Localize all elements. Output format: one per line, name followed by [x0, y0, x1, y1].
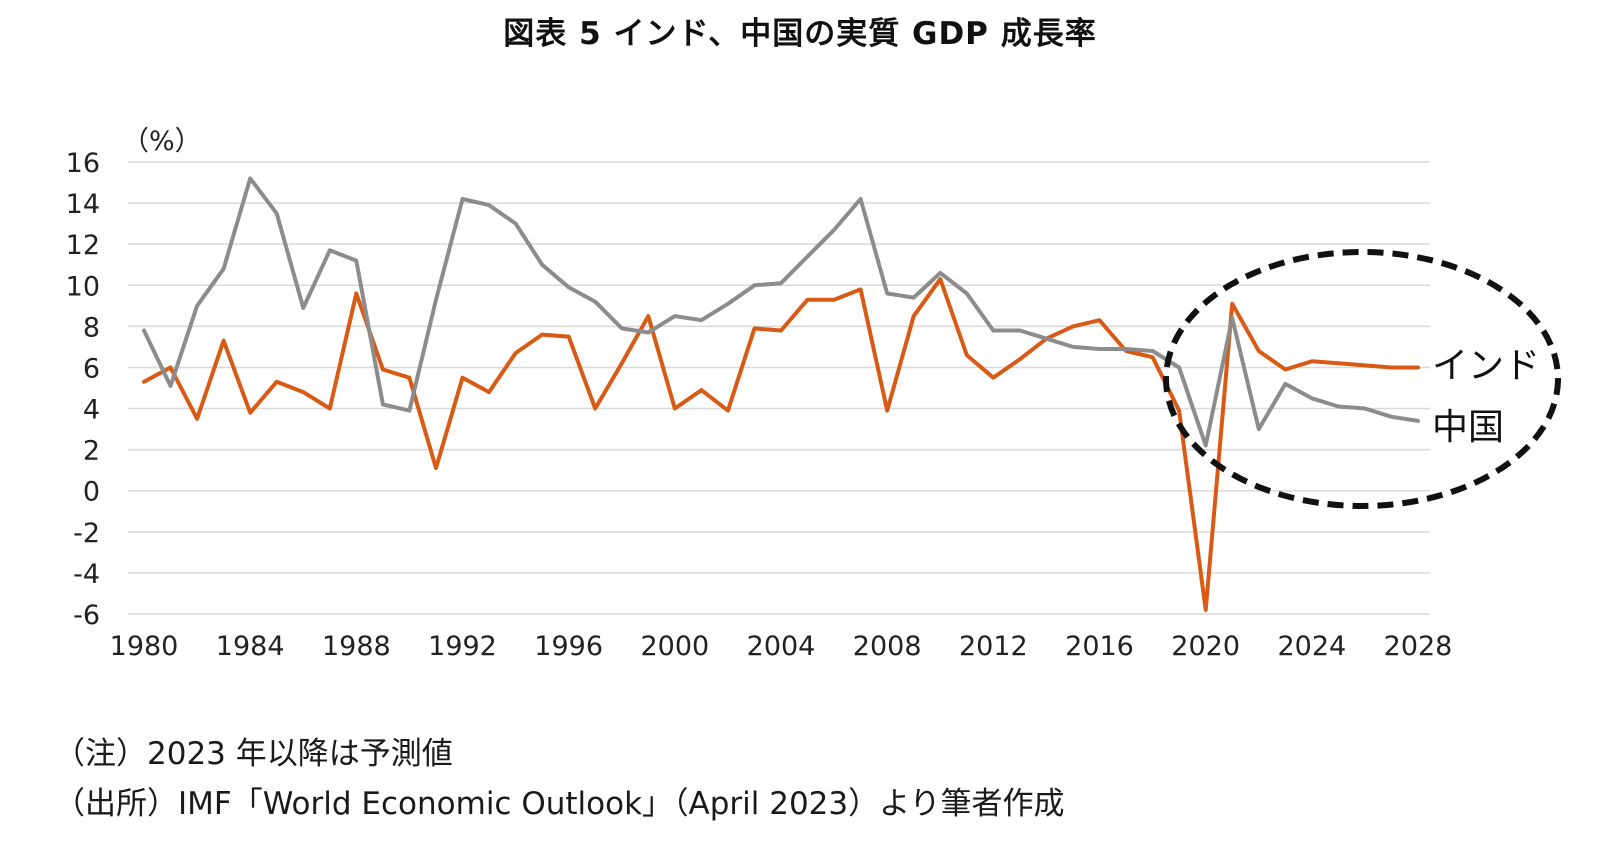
series-line-india — [142, 277, 1420, 612]
y-tick-label: 4 — [83, 395, 100, 426]
y-axis-unit-label: （%） — [122, 126, 202, 157]
x-tick-label: 1992 — [428, 631, 497, 662]
x-tick-label: 2000 — [640, 631, 709, 662]
y-tick-label: 0 — [83, 477, 100, 508]
series-line-china — [142, 176, 1420, 448]
y-tick-label: 12 — [66, 230, 100, 261]
forecast-highlight-ellipse — [1163, 249, 1561, 509]
x-tick-label: 1996 — [534, 631, 603, 662]
chart-title: 図表 5 インド、中国の実質 GDP 成長率 — [503, 16, 1097, 52]
y-tick-label: -2 — [73, 518, 100, 549]
x-tick-label: 1984 — [216, 631, 285, 662]
x-tick-label: 2016 — [1065, 631, 1134, 662]
x-tick-label: 1980 — [110, 631, 179, 662]
y-tick-label: 14 — [66, 189, 100, 220]
series-label-india: インド — [1432, 345, 1540, 386]
series-group — [142, 176, 1420, 612]
y-tick-label: -6 — [73, 600, 100, 631]
y-tick-label: -4 — [73, 559, 100, 590]
y-tick-label: 10 — [66, 271, 100, 302]
x-tick-label: 2020 — [1171, 631, 1240, 662]
x-tick-label: 2008 — [853, 631, 922, 662]
x-tick-label: 2012 — [959, 631, 1028, 662]
y-tick-label: 8 — [83, 312, 100, 343]
y-axis-ticks: 16 14 12 10 8 6 4 2 0 -2 -4 -6 — [66, 148, 100, 631]
x-axis-ticks: 1980 1984 1988 1992 1996 2000 2004 2008 2012 2016… — [110, 631, 1453, 662]
line-chart: 16 14 12 10 8 6 4 2 0 -2 -4 -6 1980 1984 1988 1992 1996… — [66, 126, 1561, 662]
footnote-source: （出所）IMF「World Economic Outlook」（April 20… — [54, 786, 1065, 822]
y-tick-label: 2 — [83, 436, 100, 467]
grid-lines — [128, 161, 1430, 615]
y-tick-label: 16 — [66, 148, 100, 179]
y-tick-label: 6 — [83, 353, 100, 384]
x-tick-label: 2004 — [747, 631, 816, 662]
series-label-china: 中国 — [1432, 407, 1504, 448]
x-tick-label: 2028 — [1384, 631, 1453, 662]
x-tick-label: 1988 — [322, 631, 391, 662]
footnote-forecast: （注）2023 年以降は予測値 — [54, 736, 453, 772]
x-tick-label: 2024 — [1277, 631, 1346, 662]
